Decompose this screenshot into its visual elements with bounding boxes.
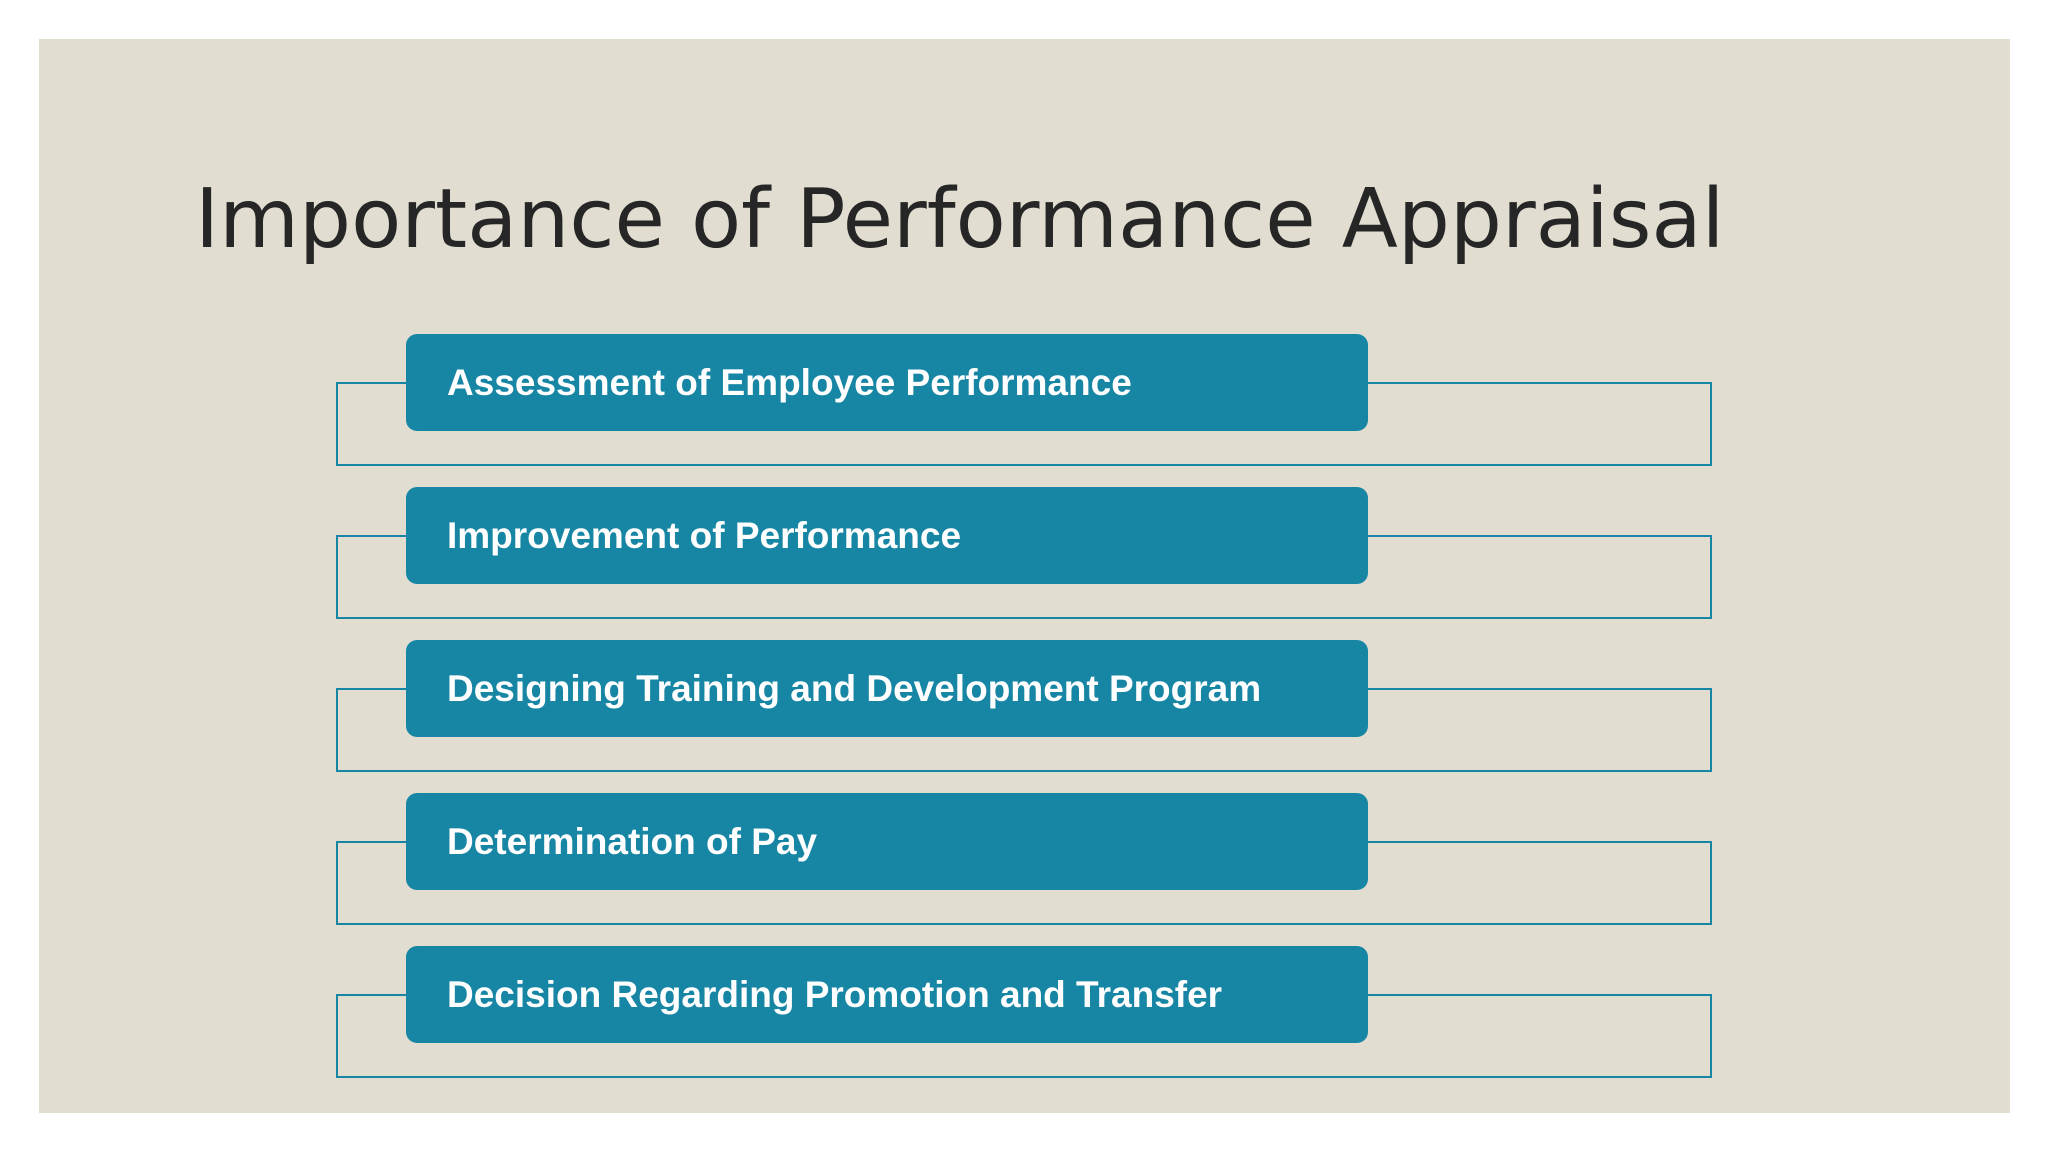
list-item: Decision Regarding Promotion and Transfe… bbox=[0, 946, 2048, 1086]
list-item: Improvement of Performance bbox=[0, 487, 2048, 627]
item-label: Decision Regarding Promotion and Transfe… bbox=[447, 973, 1223, 1015]
item-box: Designing Training and Development Progr… bbox=[406, 640, 1368, 737]
item-box: Determination of Pay bbox=[406, 793, 1368, 890]
item-label: Improvement of Performance bbox=[447, 514, 962, 556]
list-item: Assessment of Employee Performance bbox=[0, 334, 2048, 474]
item-box: Improvement of Performance bbox=[406, 487, 1368, 584]
slide-title: Importance of Performance Appraisal bbox=[195, 172, 1725, 267]
item-label: Assessment of Employee Performance bbox=[447, 361, 1132, 403]
list-item: Determination of Pay bbox=[0, 793, 2048, 933]
item-label: Determination of Pay bbox=[447, 820, 818, 862]
list-item: Designing Training and Development Progr… bbox=[0, 640, 2048, 780]
item-box: Assessment of Employee Performance bbox=[406, 334, 1368, 431]
item-label: Designing Training and Development Progr… bbox=[447, 667, 1262, 709]
item-box: Decision Regarding Promotion and Transfe… bbox=[406, 946, 1368, 1043]
